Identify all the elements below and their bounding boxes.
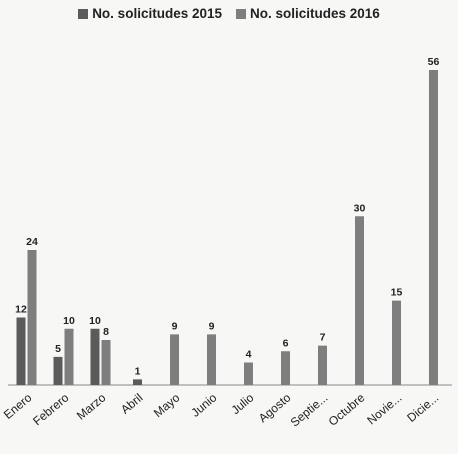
bar-0-1 [53,356,63,385]
legend-label-2015: No. solicitudes 2015 [92,6,222,21]
legend: No. solicitudes 2015 No. solicitudes 201… [0,6,458,21]
bar-1-8 [318,345,327,385]
legend-swatch-2016 [236,8,246,19]
x-tick-label-9: Octubre [326,390,368,428]
bar-0-0 [16,317,26,385]
x-tick-label-2: Marzo [74,390,109,422]
legend-item-2016: No. solicitudes 2016 [236,6,380,21]
bar-1-9 [355,216,364,385]
data-label-1-10: 15 [391,287,403,299]
data-label-1-8: 7 [320,332,326,344]
data-label-0-1: 5 [55,343,61,355]
data-label-1-7: 6 [283,337,289,349]
bar-1-2 [101,340,111,385]
bar-1-6 [244,362,253,385]
legend-item-2015: No. solicitudes 2015 [78,6,222,21]
x-tick-label-11: Dicie... [404,391,441,425]
bar-1-10 [392,300,401,385]
legend-label-2016: No. solicitudes 2016 [250,6,380,21]
data-label-1-0: 24 [26,236,38,248]
data-label-1-9: 30 [354,202,366,214]
x-tick-label-8: Septie... [288,391,331,430]
bar-1-5 [207,334,216,385]
bar-1-1 [64,328,74,385]
data-label-1-4: 9 [172,320,178,332]
bar-1-4 [170,334,179,385]
bar-0-2 [90,328,100,385]
data-label-0-3: 1 [135,365,141,377]
bar-0-3 [133,379,142,385]
x-tick-label-10: Novie... [364,391,404,428]
data-label-1-11: 56 [428,56,440,68]
data-label-1-6: 4 [246,349,252,361]
bar-1-7 [281,351,290,385]
data-label-1-5: 9 [209,320,215,332]
bar-1-11 [429,70,438,385]
data-label-0-2: 10 [89,315,101,327]
x-tick-label-3: Abril [118,391,145,417]
x-tick-label-1: Febrero [30,390,71,428]
x-tick-label-4: Mayo [151,390,183,420]
legend-swatch-2015 [78,8,89,19]
x-tick-label-6: Julio [229,390,257,417]
x-tick-label-5: Junio [188,390,219,419]
data-label-0-0: 12 [15,304,27,316]
bar-1-0 [27,250,37,385]
data-label-1-1: 10 [63,315,75,327]
data-label-1-2: 8 [103,326,109,338]
